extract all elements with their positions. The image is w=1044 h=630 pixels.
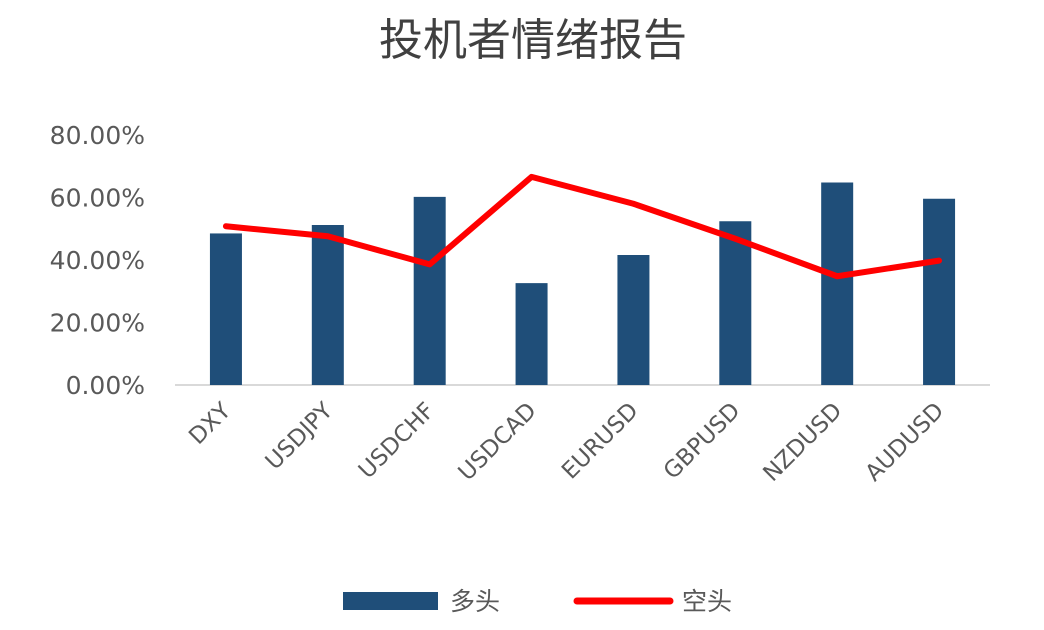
x-tick-label: GBPUSD [659, 398, 746, 485]
bar-usdcad [515, 283, 548, 385]
line-series [222, 173, 943, 280]
x-tick-label: DXY [184, 397, 237, 450]
y-tick-label: 80.00% [50, 121, 145, 150]
bar-dxy [209, 233, 242, 385]
legend: 多头 空头 [343, 587, 732, 616]
x-axis: DXY USDJPY USDCHF USDCAD EURUSD GBPUSD NZDUSD A… [175, 384, 990, 487]
bar-gbpusd [719, 221, 752, 385]
y-axis: 0.00% 20.00% 40.00% 60.00% 80.00% [50, 121, 145, 400]
y-tick-label: 40.00% [50, 246, 145, 275]
y-tick-label: 60.00% [50, 184, 145, 213]
x-tick-label: EURUSD [557, 398, 644, 485]
legend-label-bar: 多头 [450, 587, 500, 616]
bar-eurusd [617, 255, 650, 385]
bar-usdjpy [311, 225, 344, 385]
x-tick-label: USDCAD [454, 398, 542, 486]
bar-series [209, 182, 956, 385]
line-series-path [222, 173, 943, 280]
bar-nzdusd [821, 182, 854, 385]
x-tick-label: USDJPY [261, 397, 339, 475]
chart-title: 投机者情绪报告 [379, 15, 687, 66]
x-tick-label: USDCHF [354, 398, 440, 484]
legend-label-line: 空头 [682, 587, 732, 616]
x-tick-label: AUDUSD [861, 398, 950, 487]
y-tick-label: 20.00% [50, 309, 145, 338]
bar-usdchf [413, 196, 446, 385]
y-tick-label: 0.00% [66, 371, 145, 400]
x-tick-label: NZDUSD [758, 398, 847, 487]
legend-swatch-bar [343, 592, 438, 610]
bar-audusd [923, 198, 956, 385]
